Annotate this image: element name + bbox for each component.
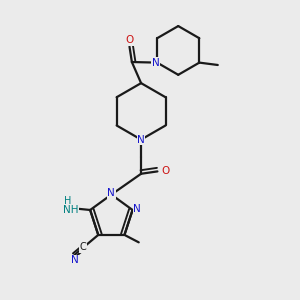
Text: O: O xyxy=(161,167,169,176)
Text: N: N xyxy=(152,58,160,68)
Text: H: H xyxy=(64,196,71,206)
Text: N: N xyxy=(107,188,115,198)
Text: C: C xyxy=(80,242,86,252)
Text: N: N xyxy=(71,255,79,265)
Text: N: N xyxy=(134,203,141,214)
Text: O: O xyxy=(125,35,134,45)
Text: N: N xyxy=(137,135,145,145)
Text: NH: NH xyxy=(63,205,79,215)
